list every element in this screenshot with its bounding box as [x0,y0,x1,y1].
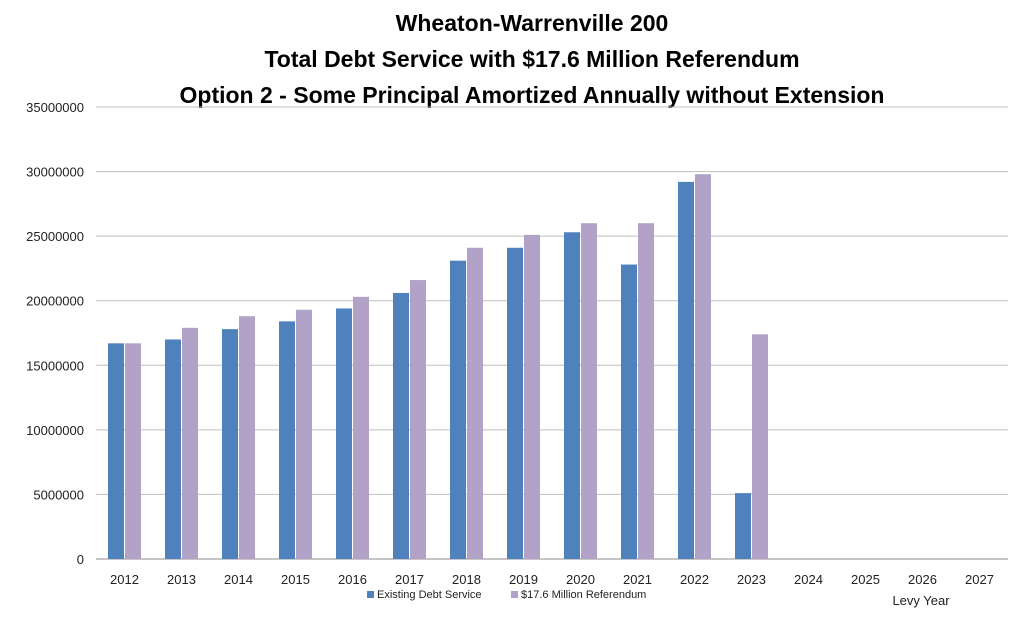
x-tick-label: 2020 [566,572,595,587]
bar [450,260,466,559]
bar [222,329,238,559]
bar [296,309,312,559]
x-tick-label: 2013 [167,572,196,587]
bar [182,327,198,559]
bar [507,247,523,559]
y-tick-label: 30000000 [26,165,84,180]
x-tick-label: 2016 [338,572,367,587]
bar [353,296,369,559]
x-tick-label: 2022 [680,572,709,587]
x-tick-label: 2018 [452,572,481,587]
bar [108,343,124,559]
chart-title-line-2: Total Debt Service with $17.6 Million Re… [264,46,800,72]
legend-swatch [367,591,374,598]
y-tick-label: 0 [77,552,84,567]
x-tick-label: 2012 [110,572,139,587]
bar [393,292,409,559]
x-tick-label: 2024 [794,572,823,587]
x-tick-label: 2027 [965,572,994,587]
bar [336,308,352,559]
y-tick-label: 25000000 [26,229,84,244]
bar [467,247,483,559]
chart-title-line-1: Wheaton-Warrenville 200 [395,10,669,36]
y-axis-ticks: 0 5000000 10000000 15000000 20000000 25000000… [26,100,84,567]
bar [752,334,768,559]
chart-title-line-3: Option 2 - Some Principal Amortized Annu… [179,82,885,108]
x-tick-label: 2014 [224,572,253,587]
bar [239,316,255,559]
bar [638,223,654,559]
bar [410,280,426,559]
bar [695,174,711,559]
y-tick-label: 20000000 [26,294,84,309]
x-tick-label: 2026 [908,572,937,587]
y-tick-label: 5000000 [33,487,84,502]
x-axis-ticks: 2012 2013 2014 2015 2016 2017 2018 2019 2020 2021… [110,572,994,587]
bar [524,234,540,559]
bar [279,321,295,559]
bar [621,264,637,559]
bar [735,493,751,559]
x-tick-label: 2021 [623,572,652,587]
y-tick-label: 35000000 [26,100,84,115]
bar [125,343,141,559]
legend: Existing Debt Service $17.6 Million Refer… [367,589,646,601]
x-tick-label: 2015 [281,572,310,587]
bars [108,174,768,560]
legend-label: Existing Debt Service [377,589,482,601]
bar [678,181,694,559]
y-tick-label: 15000000 [26,358,84,373]
legend-swatch [511,591,518,598]
x-tick-label: 2025 [851,572,880,587]
bar [564,232,580,560]
x-tick-label: 2019 [509,572,538,587]
bar [165,339,181,559]
y-tick-label: 10000000 [26,423,84,438]
bar [581,223,597,559]
legend-label: $17.6 Million Referendum [521,589,646,601]
x-axis-title: Levy Year [892,593,950,608]
x-tick-label: 2017 [395,572,424,587]
x-tick-label: 2023 [737,572,766,587]
